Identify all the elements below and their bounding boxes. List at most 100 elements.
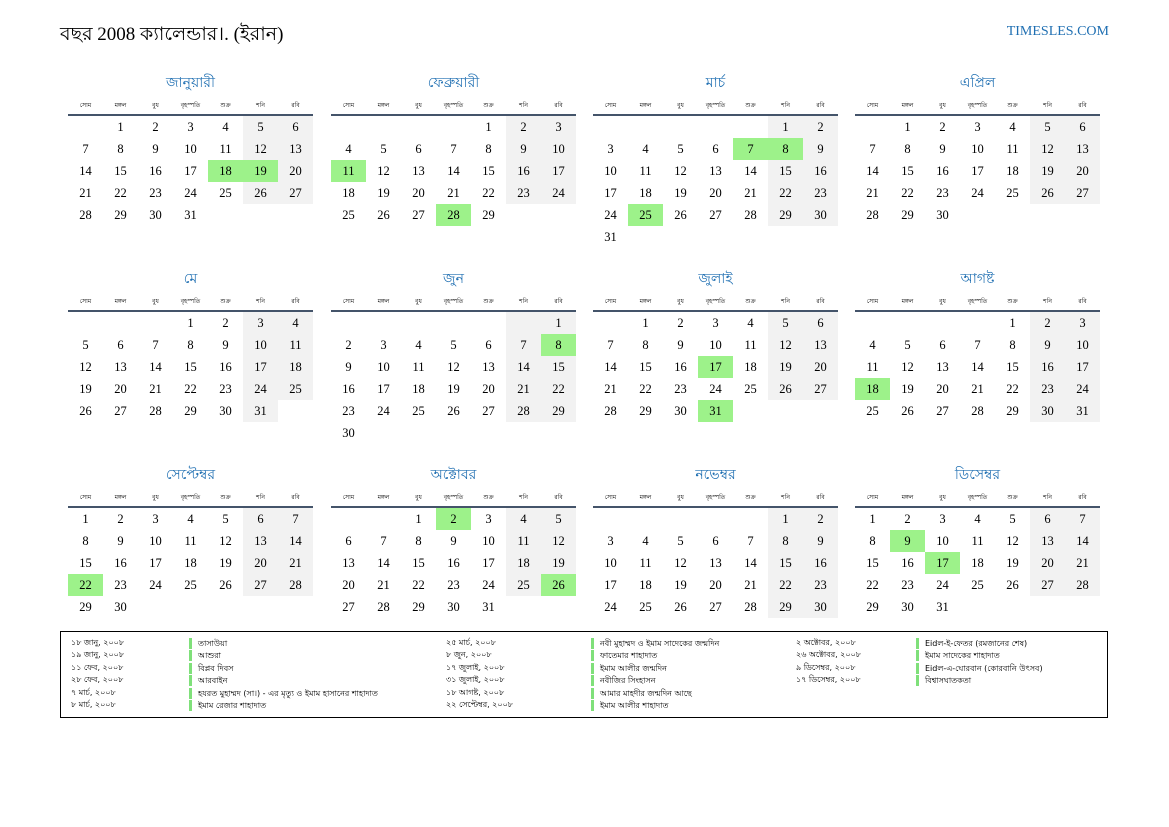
day-cell: 15 [184, 360, 197, 374]
day-cell: 15 [79, 556, 92, 570]
month-calendar: জুলাই সোম মঙ্গল বুধ বৃহস্পতি শুক্র শনি রবি 1 2 3 4 5… [593, 268, 838, 422]
empty-day [278, 596, 313, 618]
day-cell: 9 [677, 338, 684, 352]
day-cell: 8 [768, 138, 803, 160]
day-cell: 16 [901, 556, 914, 570]
weekday-label: বুধ [415, 493, 422, 501]
day-cell: 22 [866, 578, 879, 592]
weekday-label: সোম [342, 101, 355, 109]
day-cell: 29 [79, 600, 92, 614]
day-cell: 30 [936, 208, 949, 222]
week-row: 5 6 7 8 9 10 11 [68, 334, 313, 356]
weekday-label: বৃহস্পতি [967, 493, 988, 501]
day-cell: 18 [639, 186, 652, 200]
day-cell: 13 [114, 360, 127, 374]
empty-day [278, 400, 313, 422]
day-cell: 7 [450, 142, 457, 156]
week-row: 8 9 10 11 12 13 14 [855, 530, 1100, 552]
day-cell: 22 [768, 182, 803, 204]
day-cell: 28 [744, 208, 757, 222]
empty-day [366, 312, 401, 334]
day-cell: 5 [1030, 116, 1065, 138]
week-row: 4 5 6 7 8 9 10 [855, 334, 1100, 356]
day-cell: 3 [607, 142, 614, 156]
weekday-label: সোম [604, 101, 617, 109]
empty-day [138, 312, 173, 334]
day-cell: 25 [219, 186, 232, 200]
week-row: 10 11 12 13 14 15 16 [593, 552, 838, 574]
empty-day [366, 508, 401, 530]
empty-day [733, 226, 768, 248]
day-cell: 6 [939, 338, 946, 352]
empty-day [138, 596, 173, 618]
day-cell: 2 [345, 338, 352, 352]
day-cell: 11 [971, 534, 984, 548]
day-cell: 24 [936, 578, 949, 592]
day-cell: 17 [971, 164, 984, 178]
holiday-row: ১৯ জানু, ২০০৮ আশুরা [71, 650, 448, 663]
day-cell: 18 [744, 360, 757, 374]
week-row: 9 10 11 12 13 14 15 [331, 356, 576, 378]
day-cell: 2 [152, 120, 159, 134]
day-cell: 4 [222, 120, 229, 134]
empty-day [768, 400, 803, 422]
day-cell: 22 [901, 186, 914, 200]
day-cell: 4 [974, 512, 981, 526]
day-cell: 1 [485, 120, 492, 134]
empty-day [208, 596, 243, 618]
weekday-label: বৃহস্পতি [443, 493, 464, 501]
day-cell: 14 [744, 164, 757, 178]
holiday-row: ১১ ফেব, ২০০৮ বিপ্লব দিবস [71, 662, 448, 675]
weekday-label: রবি [554, 297, 563, 305]
day-cell: 27 [342, 600, 355, 614]
day-cell: 6 [803, 312, 838, 334]
day-cell: 3 [152, 512, 159, 526]
month-name: আগষ্ট [960, 271, 995, 287]
site-link[interactable]: TIMESLES.COM [1006, 24, 1109, 39]
weekday-label: শনি [256, 493, 265, 501]
day-cell: 14 [971, 360, 984, 374]
weekday-label: সোম [342, 493, 355, 501]
day-cell: 24 [243, 378, 278, 400]
weekday-label: মঙ্গল [114, 297, 127, 305]
weekday-header: সোম মঙ্গল বুধ বৃহস্পতি শুক্র শনি রবি [331, 96, 576, 116]
empty-day [960, 312, 995, 334]
day-cell: 6 [278, 116, 313, 138]
week-row: 29 30 31 [855, 596, 1100, 618]
day-cell: 26 [674, 208, 687, 222]
weekday-label: শনি [1043, 493, 1052, 501]
week-row: 14 15 16 17 18 19 20 [593, 356, 838, 378]
weekday-label: রবি [816, 101, 825, 109]
holiday-column: ১৮ জানু, ২০০৮ তাসাউয়া ১৯ জানু, ২০০৮ আশুরা ১… [71, 637, 448, 712]
day-cell: 14 [149, 360, 162, 374]
day-cell: 2 [222, 316, 229, 330]
month-calendar: ডিসেম্বর সোম মঙ্গল বুধ বৃহস্পতি শুক্র শনি রবি 1 2… [855, 464, 1100, 618]
day-cell: 2 [904, 512, 911, 526]
week-row: 17 18 19 20 21 22 23 [593, 574, 838, 596]
empty-day [593, 312, 628, 334]
months-grid: জানুয়ারী সোম মঙ্গল বুধ বৃহস্পতি শুক্র শনি রবি 1… [68, 75, 1100, 618]
weekday-label: শনি [1043, 101, 1052, 109]
day-cell: 14 [866, 164, 879, 178]
day-cell: 2 [677, 316, 684, 330]
day-cell: 25 [184, 578, 197, 592]
day-cell: 8 [187, 338, 194, 352]
day-cell: 17 [541, 160, 576, 182]
month-name: ডিসেম্বর [954, 467, 1001, 483]
day-cell: 2 [436, 508, 471, 530]
day-cell: 21 [604, 382, 617, 396]
weekday-label: সোম [866, 297, 879, 305]
day-cell: 15 [114, 164, 127, 178]
holiday-row: ৭ মার্চ, ২০০৮ হযরত মুহাম্মদ (সা।) - এর মৃ… [71, 687, 448, 700]
day-cell: 23 [342, 404, 355, 418]
day-cell: 26 [79, 404, 92, 418]
weekday-label: শুক্র [483, 493, 494, 501]
day-cell: 21 [1065, 552, 1100, 574]
day-cell: 12 [243, 138, 278, 160]
weekday-header: সোম মঙ্গল বুধ বৃহস্পতি শুক্র শনি রবি [593, 292, 838, 312]
day-cell: 15 [901, 164, 914, 178]
empty-day [541, 204, 576, 226]
holiday-row: ৯ ডিসেম্বর, ২০০৮ Eidল-এ-ঘোরবান (কোরবানি উ… [796, 662, 1110, 675]
